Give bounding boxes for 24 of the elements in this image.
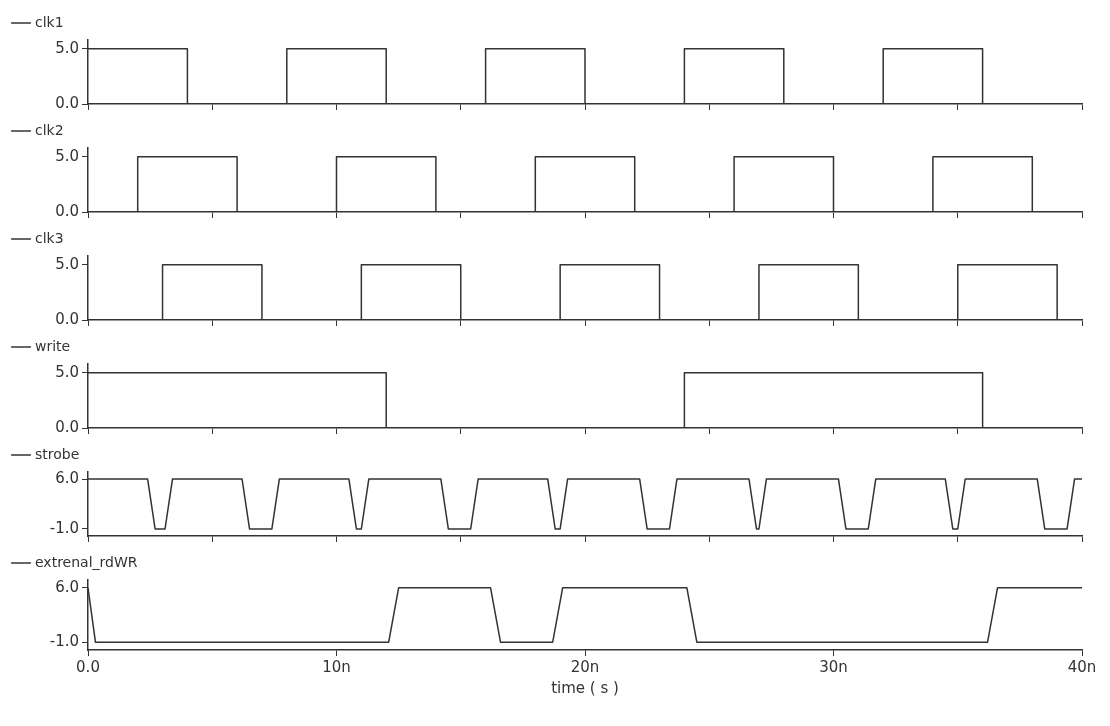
y-tick-label: -1.0 [49, 518, 79, 537]
legend-label: extrenal_rdWR [35, 553, 138, 570]
y-tick-label: 5.0 [55, 146, 79, 165]
y-tick-label: 5.0 [55, 254, 79, 273]
y-tick-label: 0.0 [55, 309, 79, 328]
y-tick-label: 0.0 [55, 201, 79, 220]
x-tick-label: 30n [819, 657, 848, 676]
y-tick-label: 0.0 [55, 93, 79, 112]
legend-label: clk3 [35, 229, 64, 246]
y-tick-label: 5.0 [55, 362, 79, 381]
x-tick-label: 40n [1067, 657, 1097, 676]
y-tick-label: 5.0 [55, 38, 79, 57]
x-tick-label: 10n [322, 657, 351, 676]
legend-label: strobe [35, 445, 80, 462]
y-tick-label: 6.0 [55, 469, 79, 487]
legend-label: clk1 [35, 13, 64, 30]
y-tick-label: -1.0 [49, 632, 79, 651]
x-axis-title: time ( s ) [551, 678, 619, 697]
y-tick-label: 6.0 [55, 577, 79, 596]
x-tick-label: 0.0 [76, 657, 100, 676]
legend-label: clk2 [35, 121, 64, 138]
legend-label: write [35, 337, 71, 354]
y-tick-label: 0.0 [55, 417, 79, 436]
x-tick-label: 20n [570, 657, 600, 676]
